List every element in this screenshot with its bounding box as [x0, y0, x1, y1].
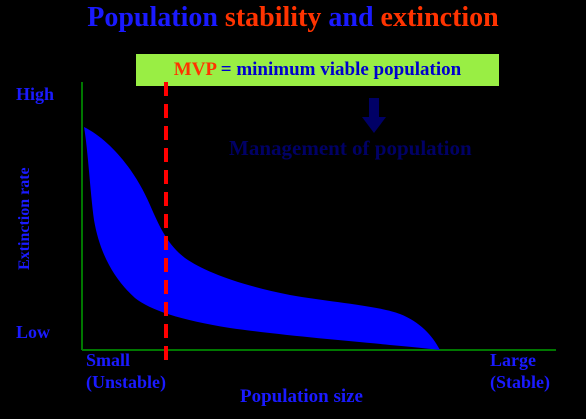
arrow-down-icon — [362, 98, 386, 133]
title-part-2: stability — [224, 2, 322, 33]
management-label: Management of population — [229, 136, 472, 160]
x-axis-small-sub: (Unstable) — [86, 372, 166, 392]
mvp-definition: minimum viable population — [236, 59, 462, 80]
extinction-rate-band — [84, 127, 440, 350]
diagram-title: Population stability and extinction — [0, 0, 586, 36]
mvp-definition-box: MVP = minimum viable population — [136, 54, 499, 86]
y-axis-high: High — [16, 84, 55, 104]
title-part-3: and — [328, 2, 374, 33]
mvp-equals: = — [220, 59, 232, 80]
title-part-4: extinction — [380, 2, 499, 33]
x-axis-large: Large — [490, 350, 536, 370]
y-axis-label: Extinction rate — [16, 167, 33, 270]
y-axis-low: Low — [16, 322, 51, 342]
x-axis-small: Small — [86, 350, 131, 370]
title-part-1: Population — [87, 2, 218, 33]
x-axis-large-sub: (Stable) — [490, 372, 550, 392]
x-axis-label: Population size — [240, 386, 363, 407]
mvp-abbr: MVP — [173, 59, 216, 80]
